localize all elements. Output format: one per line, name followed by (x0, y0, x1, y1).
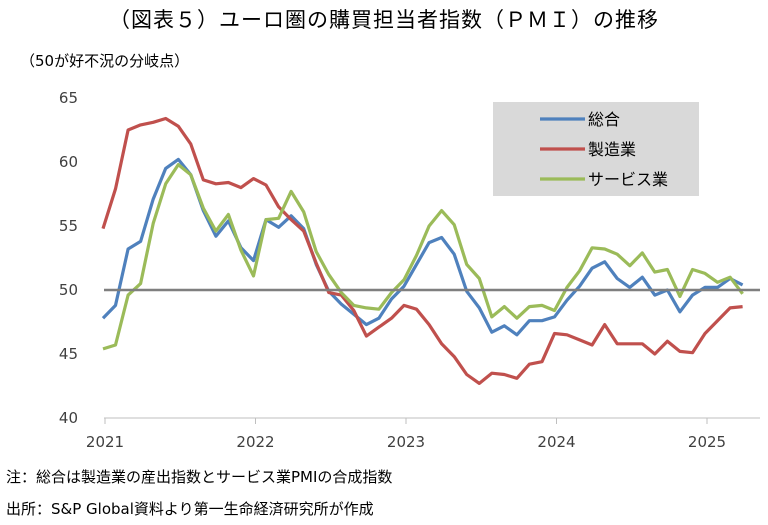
x-tick-label: 2023 (387, 433, 425, 451)
legend-label: 総合 (588, 110, 620, 129)
series-line-1 (101, 116, 743, 385)
legend-label: サービス業 (588, 170, 668, 189)
series-line-0 (101, 157, 744, 337)
chart-title: （図表５）ユーロ圏の購買担当者指数（ＰＭＩ）の推移 (109, 8, 659, 32)
y-axis-label: （50が好不況の分岐点） (20, 52, 190, 70)
x-tick-label: 2024 (537, 433, 575, 451)
y-tick-label: 55 (59, 217, 78, 235)
y-axis-ticks: 40 45 50 55 60 65 (59, 89, 78, 427)
x-tick-label: 2025 (688, 433, 726, 451)
legend-label: 製造業 (588, 140, 636, 159)
legend-box (493, 102, 699, 196)
y-tick-label: 40 (59, 409, 78, 427)
note-text: 注：総合は製造業の産出指数とサービス業PMIの合成指数 (6, 468, 393, 486)
series-line-2 (102, 163, 744, 351)
x-axis-ticks: 2021 2022 2023 2024 2025 (86, 417, 760, 451)
y-tick-label: 65 (59, 89, 78, 107)
x-tick-label: 2021 (86, 433, 124, 451)
y-tick-label: 50 (59, 281, 78, 299)
y-tick-label: 45 (59, 345, 78, 363)
y-tick-label: 60 (59, 153, 78, 171)
series-lines (101, 116, 760, 385)
pmi-line-chart: 40 45 50 55 60 65 2021 2022 2023 2024 2025 総合製造業サ… (59, 89, 760, 451)
footnotes: 注：総合は製造業の産出指数とサービス業PMIの合成指数 出所：S&P Globa… (6, 461, 392, 525)
source-text: 出所：S&P Global資料より第一生命経済研究所が作成 (6, 500, 374, 518)
x-tick-label: 2022 (236, 433, 274, 451)
